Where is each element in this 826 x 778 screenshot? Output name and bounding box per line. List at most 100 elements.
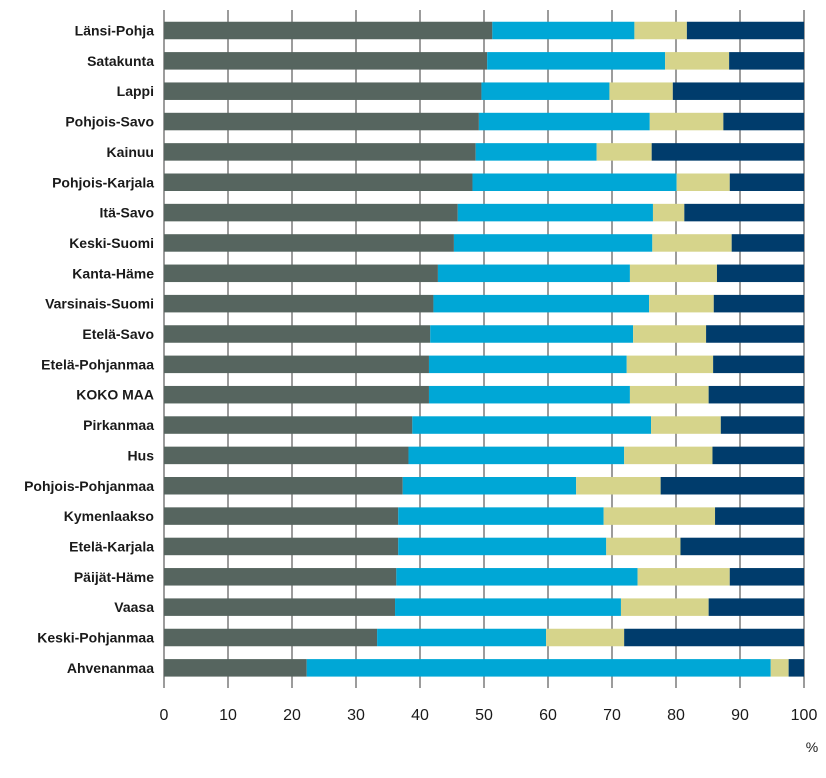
bar-segment-17-4 xyxy=(715,507,804,525)
bar-segment-13-3 xyxy=(629,385,709,404)
bar-segment-3-4 xyxy=(672,82,804,100)
bar-segment-12-2 xyxy=(428,355,627,374)
bar-segment-2-1 xyxy=(164,52,488,70)
bar-segment-11-2 xyxy=(430,325,634,343)
x-tick-label-70: 70 xyxy=(603,707,621,724)
bar-segment-3-2 xyxy=(481,82,610,100)
category-label-14: Pirkanmaa xyxy=(83,417,154,433)
bar-segment-6-3 xyxy=(676,173,730,191)
bar-segment-8-2 xyxy=(453,234,653,252)
bar-segment-21-3 xyxy=(546,628,625,647)
category-label-1: Länsi-Pohja xyxy=(75,23,155,39)
bar-segment-15-2 xyxy=(408,446,625,465)
bar-segment-6-1 xyxy=(164,173,473,191)
bar-segment-19-1 xyxy=(164,568,397,586)
bar-segment-15-3 xyxy=(624,446,713,465)
x-tick-label-90: 90 xyxy=(731,707,749,724)
x-tick-label-100: 100 xyxy=(791,707,818,724)
x-tick-label-10: 10 xyxy=(219,707,237,724)
category-label-18: Etelä-Karjala xyxy=(69,538,154,554)
bar-segment-22-1 xyxy=(164,659,307,677)
x-axis-ticks: 0 10 20 30 40 50 60 70 80 90 100 xyxy=(160,707,818,724)
bar-segment-7-1 xyxy=(164,203,458,222)
category-label-4: Pohjois-Savo xyxy=(65,114,154,130)
category-label-6: Pohjois-Karjala xyxy=(52,174,154,190)
category-label-19: Päijät-Häme xyxy=(74,569,154,585)
bar-segment-16-1 xyxy=(164,477,403,495)
bar-segment-21-4 xyxy=(624,628,804,647)
bar-segment-17-1 xyxy=(164,507,399,525)
bar-segment-2-4 xyxy=(729,52,804,70)
bar-segment-20-1 xyxy=(164,598,396,616)
category-label-9: Kanta-Häme xyxy=(72,265,154,281)
category-label-20: Vaasa xyxy=(114,599,154,615)
bar-segment-2-2 xyxy=(487,52,666,70)
x-tick-label-40: 40 xyxy=(411,707,429,724)
bar-segment-22-2 xyxy=(306,659,771,677)
bar-segment-20-2 xyxy=(395,598,621,616)
bar-segment-12-1 xyxy=(164,355,429,374)
bar-segment-7-2 xyxy=(457,203,653,222)
x-tick-label-60: 60 xyxy=(539,707,557,724)
category-label-13: KOKO MAA xyxy=(76,387,154,403)
bar-segment-8-3 xyxy=(652,234,732,252)
bar-segment-13-4 xyxy=(708,385,804,404)
bar-segment-6-4 xyxy=(729,173,804,191)
bar-segment-16-4 xyxy=(660,477,804,495)
bar-segment-16-2 xyxy=(402,477,577,495)
bar-segment-8-1 xyxy=(164,234,454,252)
bar-segment-18-4 xyxy=(680,537,804,556)
bar-segment-22-3 xyxy=(770,659,789,677)
bar-segment-9-2 xyxy=(437,264,630,283)
bar-segment-10-3 xyxy=(649,294,714,313)
bar-segment-2-3 xyxy=(665,52,730,70)
bar-segment-15-1 xyxy=(164,446,409,465)
bar-segment-16-3 xyxy=(576,477,661,495)
bar-segment-4-4 xyxy=(723,112,804,131)
bar-segment-14-1 xyxy=(164,416,413,434)
category-label-12: Etelä-Pohjanmaa xyxy=(41,356,154,372)
bar-segment-13-1 xyxy=(164,385,429,404)
bar-segment-5-4 xyxy=(651,143,804,161)
x-tick-label-30: 30 xyxy=(347,707,365,724)
category-label-10: Varsinais-Suomi xyxy=(45,296,154,312)
bar-segment-12-3 xyxy=(626,355,714,374)
bar-segment-14-3 xyxy=(651,416,721,434)
bar-segment-17-3 xyxy=(603,507,716,525)
bar-segment-21-1 xyxy=(164,628,378,647)
bar-segment-14-2 xyxy=(412,416,652,434)
bar-segment-18-2 xyxy=(398,537,607,556)
bar-segment-1-1 xyxy=(164,21,493,40)
bar-segment-22-4 xyxy=(788,659,804,677)
bar-segment-1-2 xyxy=(492,21,635,40)
bar-segment-19-2 xyxy=(396,568,638,586)
bar-segment-4-2 xyxy=(478,112,650,131)
bar-segment-20-3 xyxy=(620,598,709,616)
bar-segment-11-3 xyxy=(633,325,707,343)
x-axis-unit-label: % xyxy=(806,739,818,755)
bar-segment-14-4 xyxy=(720,416,804,434)
bar-segment-7-3 xyxy=(652,203,685,222)
bar-segment-18-3 xyxy=(606,537,681,556)
category-label-5: Kainuu xyxy=(107,144,154,160)
bar-segment-11-4 xyxy=(706,325,804,343)
bar-segment-10-4 xyxy=(713,294,804,313)
bar-segment-8-4 xyxy=(731,234,804,252)
bars-group xyxy=(164,21,804,677)
category-label-21: Keski-Pohjanmaa xyxy=(37,630,154,646)
bar-segment-9-1 xyxy=(164,264,438,283)
x-tick-label-20: 20 xyxy=(283,707,301,724)
bar-segment-5-2 xyxy=(475,143,597,161)
category-label-22: Ahvenanmaa xyxy=(67,660,154,676)
category-label-3: Lappi xyxy=(117,83,154,99)
category-label-11: Etelä-Savo xyxy=(82,326,154,342)
bar-segment-3-1 xyxy=(164,82,482,100)
bar-segment-11-1 xyxy=(164,325,431,343)
bar-segment-1-3 xyxy=(634,21,687,40)
bar-segment-4-3 xyxy=(649,112,724,131)
bar-segment-13-2 xyxy=(428,385,630,404)
category-label-7: Itä-Savo xyxy=(100,205,154,221)
bar-segment-5-1 xyxy=(164,143,476,161)
bar-segment-19-3 xyxy=(637,568,730,586)
